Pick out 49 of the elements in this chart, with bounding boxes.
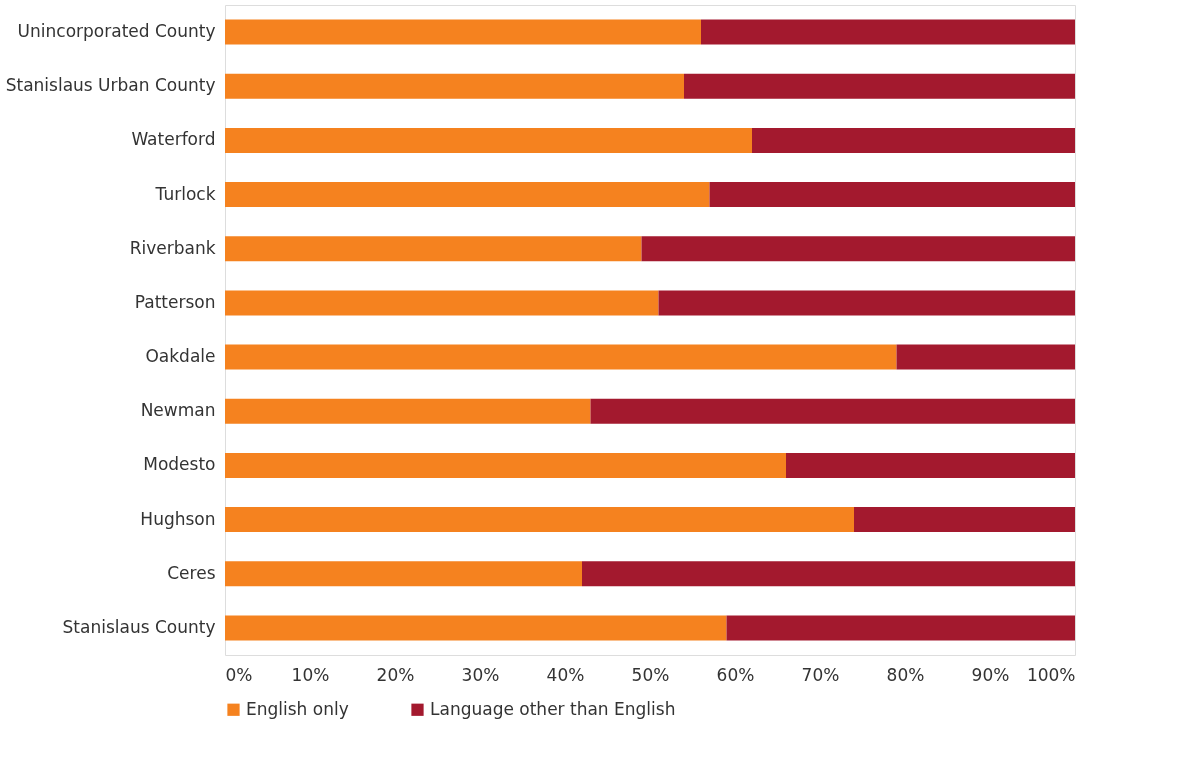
bar	[225, 290, 659, 316]
bar	[225, 452, 786, 478]
bar	[701, 19, 1075, 45]
bar	[709, 182, 1075, 208]
y-tick-label: Oakdale	[145, 346, 216, 367]
y-tick-label: Waterford	[131, 129, 216, 150]
bar	[658, 290, 1075, 316]
x-tick-label: 70%	[801, 664, 840, 685]
bar	[225, 127, 752, 153]
y-tick-label: Hughson	[140, 508, 216, 529]
y-tick-label: Newman	[140, 400, 216, 421]
y-tick-label: Stanislaus County	[62, 616, 216, 637]
bar	[225, 561, 582, 587]
bar	[752, 127, 1075, 153]
bar	[684, 73, 1075, 99]
bar	[225, 236, 642, 262]
y-tick-label: Patterson	[134, 291, 216, 312]
x-tick-label: 30%	[461, 664, 500, 685]
bar	[225, 615, 727, 641]
y-tick-label: Turlock	[154, 183, 216, 204]
bar	[225, 507, 854, 533]
legend-label: English only	[246, 698, 349, 719]
bar	[590, 398, 1075, 424]
bar	[225, 19, 701, 45]
y-tick-label: Modesto	[143, 454, 216, 475]
bar	[786, 452, 1075, 478]
y-tick-label: Stanislaus Urban County	[5, 75, 216, 96]
x-tick-label: 60%	[716, 664, 755, 685]
x-tick-label: 40%	[546, 664, 585, 685]
x-tick-label: 80%	[886, 664, 925, 685]
x-tick-label: 100%	[1026, 664, 1076, 685]
bar	[225, 344, 897, 370]
bar	[225, 398, 591, 424]
y-tick-label: Riverbank	[129, 237, 216, 258]
x-tick-label: 50%	[631, 664, 670, 685]
bar	[225, 73, 684, 99]
x-tick-label: 0%	[225, 664, 253, 685]
x-tick-label: 20%	[376, 664, 415, 685]
x-tick-label: 10%	[291, 664, 330, 685]
x-tick-label: 90%	[971, 664, 1010, 685]
bar	[225, 182, 710, 208]
y-tick-label: Ceres	[167, 562, 216, 583]
legend-label: Language other than English	[430, 698, 676, 719]
bar	[726, 615, 1075, 641]
bar	[854, 507, 1075, 533]
bar	[641, 236, 1075, 262]
bar	[896, 344, 1075, 370]
bar	[582, 561, 1075, 587]
y-tick-label: Unincorporated County	[17, 21, 216, 42]
